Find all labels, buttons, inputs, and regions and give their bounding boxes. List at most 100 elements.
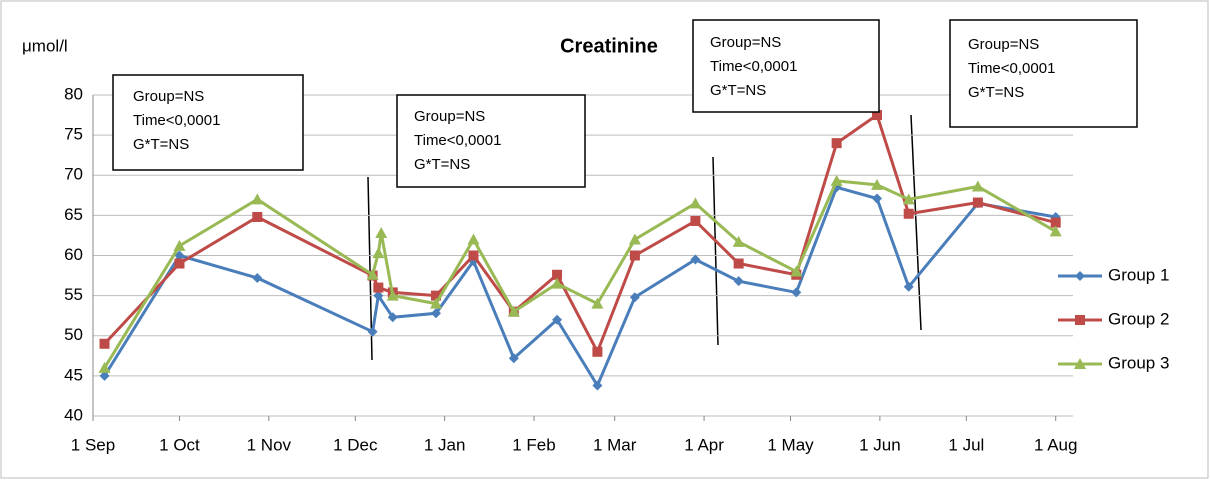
x-tick-label: 1 Mar [593, 435, 637, 454]
marker [972, 197, 983, 208]
marker [386, 289, 399, 301]
y-tick-label: 60 [64, 245, 83, 264]
marker [251, 193, 264, 205]
x-tick-label: 1 Apr [684, 435, 724, 454]
annotation-text: G*T=NS [710, 82, 766, 99]
y-tick-label: 40 [64, 405, 83, 424]
y-tick-label: 50 [64, 325, 83, 344]
marker [375, 227, 388, 239]
marker [508, 353, 519, 364]
y-tick-label: 70 [64, 165, 83, 184]
marker [252, 211, 263, 222]
annotation-box [112, 74, 304, 171]
marker [366, 268, 379, 280]
annotation-box [949, 19, 1138, 128]
marker [1050, 217, 1061, 228]
marker [733, 276, 744, 287]
marker [431, 308, 441, 319]
marker [689, 197, 702, 209]
annotation-text: Time<0,0001 [133, 112, 220, 129]
x-tick-label: 1 Jul [948, 435, 984, 454]
annotation-text: Group=NS [968, 36, 1039, 53]
y-tick-label: 80 [64, 84, 83, 103]
x-tick-label: 1 Nov [247, 435, 292, 454]
marker [468, 250, 479, 261]
x-tick-label: 1 Sep [71, 435, 115, 454]
annotation-text: Time<0,0001 [414, 132, 501, 149]
annotation-box [692, 19, 880, 113]
marker [173, 239, 186, 251]
annotation-text: G*T=NS [133, 136, 189, 153]
marker [1074, 358, 1086, 369]
marker [690, 215, 701, 226]
marker [98, 361, 111, 373]
marker [872, 193, 882, 204]
x-tick-label: 1 Jun [859, 435, 901, 454]
marker [430, 297, 442, 309]
marker [99, 370, 110, 381]
marker [507, 305, 520, 317]
marker [732, 235, 745, 247]
marker [387, 312, 398, 323]
annotation-text: G*T=NS [414, 156, 470, 173]
annotation-text: G*T=NS [968, 84, 1024, 101]
x-tick-label: 1 Oct [159, 435, 200, 454]
marker [629, 292, 640, 303]
marker [431, 290, 441, 301]
marker [373, 282, 384, 293]
x-tick-label: 1 Jan [424, 435, 466, 454]
marker [552, 314, 563, 325]
y-tick-label: 65 [64, 205, 83, 224]
annotation-box [396, 94, 586, 188]
marker [174, 250, 185, 261]
marker [629, 250, 640, 261]
y-axis-label: μmol/l [22, 36, 68, 55]
marker [830, 174, 843, 186]
marker [99, 338, 110, 349]
marker [1075, 271, 1085, 281]
annotation-text: Group=NS [710, 34, 781, 51]
marker [252, 272, 263, 283]
x-tick-label: 1 May [767, 435, 814, 454]
annotation-text: Time<0,0001 [968, 60, 1055, 77]
marker [971, 180, 984, 192]
y-tick-label: 75 [64, 125, 83, 144]
annotation-text: Time<0,0001 [710, 58, 797, 75]
marker [903, 281, 914, 292]
legend-label: Group 2 [1108, 309, 1169, 328]
marker [592, 380, 603, 391]
marker [174, 258, 185, 269]
separator [910, 114, 922, 331]
marker [373, 290, 384, 301]
marker [467, 233, 480, 245]
annotation-text: Group=NS [414, 108, 485, 125]
marker [1049, 225, 1062, 237]
marker [628, 233, 641, 245]
marker [551, 277, 564, 289]
marker [902, 193, 915, 205]
marker [591, 297, 604, 309]
x-tick-label: 1 Dec [333, 435, 378, 454]
marker [791, 287, 802, 298]
x-tick-label: 1 Feb [512, 435, 555, 454]
x-tick-label: 1 Aug [1034, 435, 1078, 454]
chart-title: Creatinine [560, 35, 658, 57]
marker [592, 346, 603, 357]
annotation-text: Group=NS [133, 88, 204, 105]
marker [1075, 315, 1085, 325]
marker [903, 208, 914, 219]
y-tick-label: 45 [64, 365, 83, 384]
legend-label: Group 1 [1108, 265, 1169, 284]
marker [367, 326, 378, 337]
marker [872, 110, 882, 121]
y-tick-label: 55 [64, 285, 83, 304]
legend-label: Group 3 [1108, 353, 1169, 372]
marker [372, 247, 385, 259]
separator [712, 156, 719, 346]
marker [871, 178, 883, 190]
marker [831, 138, 842, 149]
marker [790, 265, 803, 277]
marker [733, 258, 744, 269]
series-line [103, 185, 1056, 389]
